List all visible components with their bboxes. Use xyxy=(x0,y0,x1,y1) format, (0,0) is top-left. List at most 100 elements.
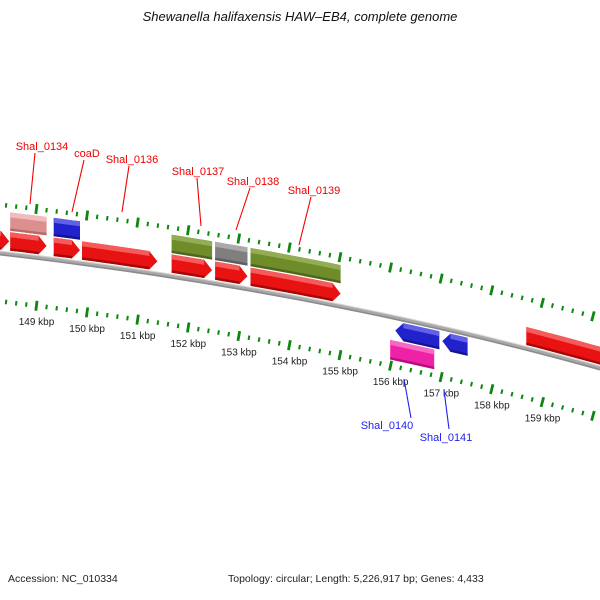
scale-label: 158 kbp xyxy=(474,401,510,412)
scale-tick-minor xyxy=(520,295,524,301)
scale-tick-minor xyxy=(298,247,301,252)
scale-tick-minor xyxy=(348,354,352,360)
gene-arrow-Shal_0137-shade xyxy=(171,270,205,278)
scale-tick-minor xyxy=(156,320,160,326)
scale-tick-minor xyxy=(429,273,433,279)
scale-tick-minor xyxy=(257,239,261,245)
scale-tick-minor xyxy=(399,365,403,371)
gene-label-Shal_0141[interactable]: Shal_0141 xyxy=(420,432,473,444)
gene-arrow-Shal_0138-highlight xyxy=(215,261,240,271)
scale-label: 151 kbp xyxy=(120,331,156,342)
scale-tick-minor xyxy=(176,226,180,232)
scale-tick-major xyxy=(590,410,596,422)
scale-tick-minor xyxy=(267,241,271,247)
scale-tick-minor xyxy=(530,397,534,402)
gene-label-Shal_0136[interactable]: Shal_0136 xyxy=(106,154,159,166)
gene-label-Shal_0138[interactable]: Shal_0138 xyxy=(227,176,280,188)
scale-tick-minor xyxy=(318,250,322,256)
gene-category-coaD-shade xyxy=(53,233,80,240)
gene-label-Shal_0140[interactable]: Shal_0140 xyxy=(361,420,414,432)
scale-tick-minor xyxy=(368,358,372,364)
scale-tick-minor xyxy=(126,218,129,224)
gene-label-coaD[interactable]: coaD xyxy=(74,148,100,160)
scale-tick-minor xyxy=(571,308,575,314)
scale-tick-minor xyxy=(227,331,231,337)
gene-arrow-Shal_0140-shade xyxy=(403,338,440,350)
gene-arrow-Shal_0139-highlight xyxy=(250,267,333,288)
gene-label-leader xyxy=(29,152,36,205)
scale-tick-minor xyxy=(480,384,484,390)
gene-arrow-coaD-highlight xyxy=(53,237,72,246)
scale-tick-major xyxy=(489,285,495,296)
scale-tick-minor xyxy=(196,229,200,235)
scale-tick-major xyxy=(539,396,545,408)
scale-tick-minor xyxy=(550,402,554,408)
gene-category-Shal_0137-highlight xyxy=(171,234,213,247)
scale-tick-minor xyxy=(571,407,575,413)
gene-arrow-unlabeled-highlight xyxy=(0,231,2,237)
scale-tick-minor xyxy=(14,300,18,306)
gene-category-coaD-highlight xyxy=(53,217,80,227)
genome-stats-label: Topology: circular; Length: 5,226,917 bp… xyxy=(228,573,484,585)
scale-label: 150 kbp xyxy=(69,324,105,335)
gene-arrow-Shal_0141-shade xyxy=(450,349,468,356)
scale-tick-minor xyxy=(459,379,463,385)
scale-label: 155 kbp xyxy=(322,367,358,378)
scale-tick-minor xyxy=(65,210,69,216)
scale-tick-minor xyxy=(217,330,220,335)
genome-backbone xyxy=(0,253,600,371)
scale-tick-minor xyxy=(176,323,180,329)
scale-tick-minor xyxy=(530,297,534,303)
scale-label: 159 kbp xyxy=(525,414,561,425)
gene-arrow-Shal_0141-highlight xyxy=(450,333,468,343)
scale-tick-minor xyxy=(470,283,473,288)
gene-arrow-unlabeled-shade xyxy=(526,342,600,365)
gene-label-Shal_0137[interactable]: Shal_0137 xyxy=(172,166,225,178)
scale-tick-minor xyxy=(298,344,301,350)
scale-tick-minor xyxy=(358,258,362,264)
gene-arrow-unlabeled[interactable] xyxy=(0,229,10,250)
scale-tick-minor xyxy=(25,302,28,307)
scale-tick-minor xyxy=(550,303,554,308)
scale-tick-minor xyxy=(267,339,271,344)
gene-category-Shal_0139-highlight xyxy=(250,248,341,270)
scale-tick-major xyxy=(236,330,242,342)
scale-tick-minor xyxy=(399,267,403,273)
scale-tick-minor xyxy=(480,285,484,291)
gene-label-Shal_0134[interactable]: Shal_0134 xyxy=(16,141,69,153)
gene-category-Shal_0138-shade xyxy=(215,257,248,266)
scale-tick-major xyxy=(287,242,292,253)
map-title: Shewanella halifaxensis HAW–EB4, complet… xyxy=(142,9,458,24)
scale-tick-minor xyxy=(500,389,504,395)
scale-tick-minor xyxy=(45,304,48,310)
scale-tick-minor xyxy=(429,372,433,378)
scale-tick-minor xyxy=(247,335,251,341)
scale-tick-minor xyxy=(95,311,99,317)
scale-tick-minor xyxy=(25,205,28,211)
gene-category-Shal_0138-highlight xyxy=(215,241,248,253)
gene-arrow-Shal_0138-shade xyxy=(215,277,240,284)
scale-tick-major xyxy=(438,371,444,383)
scale-tick-minor xyxy=(561,405,565,410)
scale-tick-major xyxy=(186,225,191,236)
scale-label: 156 kbp xyxy=(373,377,409,388)
scale-tick-minor xyxy=(449,376,453,382)
scale-tick-major xyxy=(135,217,140,228)
scale-tick-minor xyxy=(581,410,585,416)
gene-arrow-Shal_0139-shade xyxy=(250,283,333,302)
gene-category-Shal_0139-shade xyxy=(250,263,341,284)
scale-tick-minor xyxy=(4,203,8,208)
scale-tick-minor xyxy=(95,214,99,220)
gene-category-Shal_0140-shade xyxy=(390,357,435,370)
gene-label-leader xyxy=(235,187,251,231)
gene-category-Shal_0134-shade xyxy=(10,228,47,236)
scale-tick-minor xyxy=(126,315,129,321)
gene-category-Shal_0137-shade xyxy=(171,250,213,260)
gene-arrow-unlabeled-shade xyxy=(0,247,2,250)
genome-backbone xyxy=(0,251,600,370)
gene-label-Shal_0139[interactable]: Shal_0139 xyxy=(288,185,341,197)
gene-arrow-Shal_0134-highlight xyxy=(10,232,39,241)
scale-tick-minor xyxy=(166,321,170,327)
scale-tick-minor xyxy=(207,328,210,334)
